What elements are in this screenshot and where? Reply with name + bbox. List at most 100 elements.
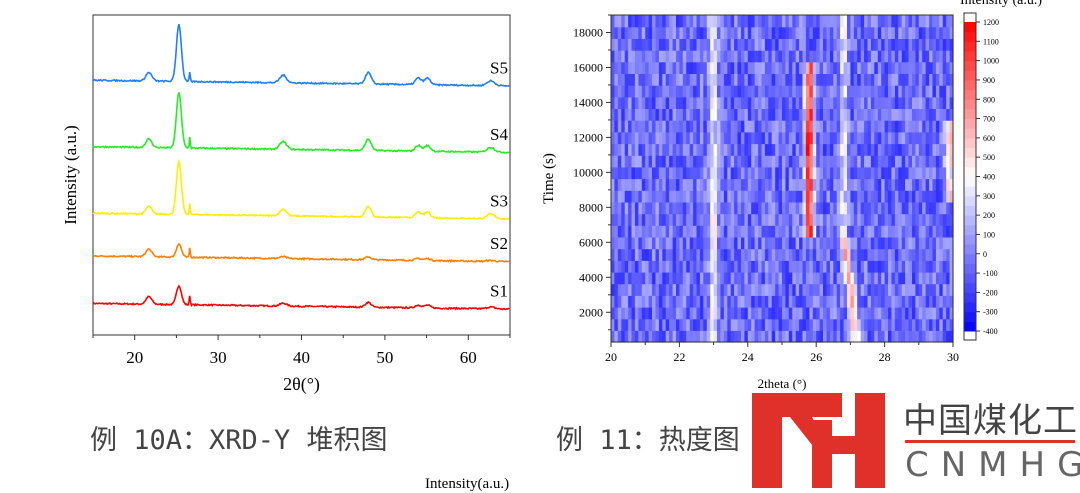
heat-cell [942,271,947,285]
heat-cell [658,307,663,320]
heat-cell [652,108,656,121]
heat-cell [689,295,694,308]
heat-cell [877,260,882,273]
heat-cell [809,307,814,320]
heat-cell [805,143,810,156]
heat-cell [741,190,745,203]
heat-cell [929,213,934,226]
heat-cell [641,271,646,285]
heat-cell [682,236,687,250]
heat-cell [723,61,728,74]
heat-cell [648,50,653,63]
heat-cell [819,318,824,331]
heat-cell [819,225,824,238]
heat-cell [939,73,944,86]
heat-cell [737,271,742,285]
heat-cell [717,166,721,180]
heat-cell [949,236,954,250]
heat-cell [826,178,831,191]
heat-cell [843,26,848,39]
heat-cell [727,85,732,98]
heat-cell [662,143,667,156]
heat-cell [611,190,615,203]
heat-cell [665,330,670,343]
heat-cell [764,143,769,156]
heat-cell [888,166,892,180]
heat-cell [847,50,851,63]
heat-cell [935,73,940,86]
heat-cell [621,318,626,331]
heat-cell [727,190,732,203]
heat-cell [634,143,639,156]
heat-cell [669,73,674,86]
heat-cell [665,61,670,74]
heat-cell [686,178,691,191]
heat-cell [672,190,677,203]
heat-cell [761,61,766,74]
heat-cell [631,201,636,215]
heat-cell [929,155,934,168]
heat-cell [665,248,670,261]
heat-cell [795,108,800,121]
heat-cell [901,283,906,296]
heat-cell [614,283,619,296]
heat-cell [676,190,680,203]
heat-cell [641,248,646,261]
heat-cell [850,330,855,343]
heat-cell [826,236,831,250]
heat-cell [946,260,951,273]
heat-cell [706,120,711,133]
heat-cell [631,330,636,343]
heat-cell [922,271,927,285]
colorbar-band [964,302,976,313]
heat-cell [782,108,786,121]
heat-cell [648,318,653,331]
heat-cell [843,155,848,168]
heat-cell [823,108,827,121]
heat-cell [860,166,865,180]
heat-cell [788,307,793,320]
heat-cell [905,61,910,74]
heat-cell [652,96,656,109]
heat-cell [833,131,838,145]
heat-cell [942,166,947,180]
heat-cell [829,131,834,145]
heat-cell [713,143,718,156]
heat-cell [758,307,763,320]
heat-cell [918,225,923,238]
heat-cell [826,26,831,39]
heat-cell [864,85,869,98]
heat-cell [638,26,643,39]
heat-cell [652,190,656,203]
heat-cell [891,61,896,74]
heat-cell [655,178,660,191]
heat-cell [672,295,677,308]
heat-cell [669,85,674,98]
heat-cell [894,295,899,308]
heat-cell [621,283,626,296]
heat-cell [877,120,882,133]
heat-cell [737,131,742,145]
heat-cell [912,85,916,98]
heat-cell [901,248,906,261]
heat-cell [662,248,667,261]
heat-cell [905,307,910,320]
heat-cell [908,61,913,74]
heat-cell [836,120,841,133]
heat-cell [785,330,790,343]
heat-cell [894,307,899,320]
heat-cell [771,15,776,28]
heat-cell [741,61,745,74]
heat-cell [658,155,663,168]
heat-cell [792,108,797,121]
heat-cell [857,50,862,63]
heat-cell [703,108,708,121]
heat-cell [809,213,814,226]
heat-cell [925,15,930,28]
heat-cell [730,155,735,168]
heat-cell [761,120,766,133]
heat-cell [843,295,848,308]
heat-cell [942,213,947,226]
heat-cell [819,295,824,308]
heat-cell [888,15,892,28]
